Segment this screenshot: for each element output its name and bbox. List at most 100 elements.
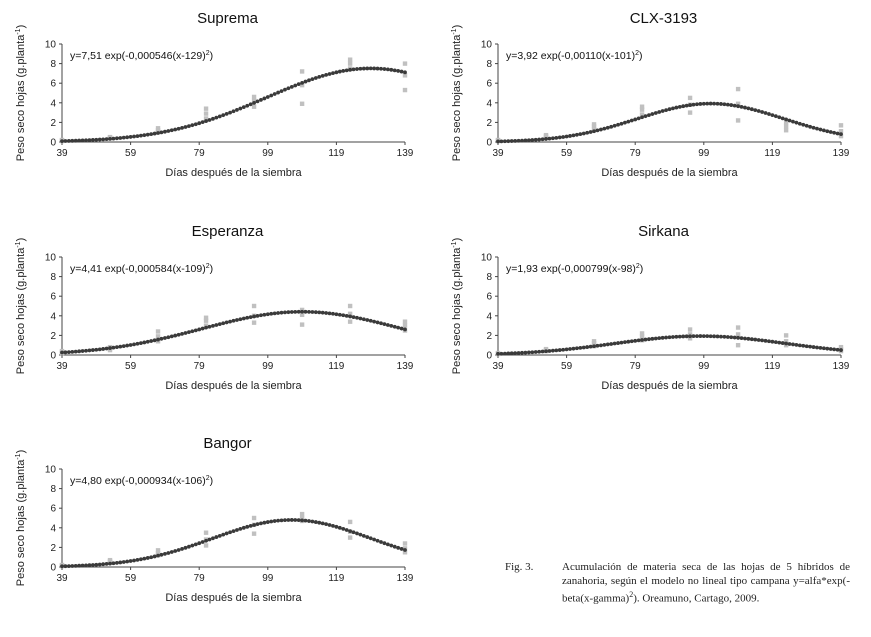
fitted-point xyxy=(224,320,229,325)
fitted-point xyxy=(190,543,195,548)
fitted-point xyxy=(581,131,586,136)
fitted-point xyxy=(180,547,184,551)
fitted-point xyxy=(204,119,208,123)
fitted-point xyxy=(169,128,174,133)
fitted-point xyxy=(324,522,329,527)
fitted-point xyxy=(681,334,686,339)
fitted-point xyxy=(214,323,219,327)
fitted-point xyxy=(688,103,692,107)
fitted-point xyxy=(399,547,404,551)
fitted-point xyxy=(187,124,191,129)
fitted-point xyxy=(595,128,600,133)
fitted-point xyxy=(101,137,106,142)
fitted-point xyxy=(87,563,92,568)
fitted-point xyxy=(650,112,655,116)
observed-point xyxy=(251,515,257,521)
fitted-point xyxy=(149,555,154,560)
fitted-point xyxy=(211,116,215,121)
x-tick-label: 99 xyxy=(262,573,274,584)
y-tick-label: 4 xyxy=(486,311,492,322)
fitted-point xyxy=(265,520,270,524)
fitted-point xyxy=(259,313,263,318)
fitted-point xyxy=(821,346,826,351)
fitted-point xyxy=(382,541,387,546)
fitted-point xyxy=(265,95,270,99)
fitted-point xyxy=(626,119,631,124)
fitted-point xyxy=(537,349,542,354)
observed-series xyxy=(59,511,408,569)
fitted-point xyxy=(166,129,171,133)
fitted-point xyxy=(499,139,504,144)
chart-title: Bangor xyxy=(203,435,251,452)
fitted-point xyxy=(674,105,679,110)
fitted-point xyxy=(609,342,614,346)
x-axis-label: Días después de la siembra xyxy=(165,380,302,392)
observed-point xyxy=(591,127,597,132)
fitted-point xyxy=(379,321,383,326)
fitted-point xyxy=(715,101,720,106)
y-tick-label: 4 xyxy=(50,523,56,534)
fitted-point xyxy=(729,103,734,107)
observed-point xyxy=(347,535,353,540)
fitted-point xyxy=(341,526,346,531)
fitted-point xyxy=(207,537,212,542)
fitted-point xyxy=(619,121,624,126)
fitted-point xyxy=(818,127,823,132)
fitted-point xyxy=(695,102,699,107)
fitted-point xyxy=(197,121,202,126)
fitted-point xyxy=(166,335,171,340)
fitted-point xyxy=(516,138,521,143)
caption-text-sup: 2 xyxy=(629,590,634,599)
fitted-point xyxy=(540,349,545,354)
observed-point xyxy=(347,303,353,309)
y-tick-label: 4 xyxy=(50,311,56,322)
fitted-point xyxy=(183,125,188,129)
observed-point xyxy=(639,334,645,339)
chart-panel-suprema: Suprema 0 2 4 6 8 10 39 59 79 99 119 139 Días después… xyxy=(0,0,430,200)
fitted-point xyxy=(595,343,600,348)
fitted-point xyxy=(193,122,198,127)
fitted-point xyxy=(804,344,809,349)
fitted-point xyxy=(303,79,308,84)
fitted-point xyxy=(832,130,837,135)
fitted-point xyxy=(602,126,607,131)
fitted-point xyxy=(159,552,164,557)
fitted-point xyxy=(557,135,562,140)
fitted-point xyxy=(643,337,648,342)
fitted-point xyxy=(73,563,78,568)
fitted-point xyxy=(207,324,212,329)
fitted-point xyxy=(506,139,511,144)
fitted-point xyxy=(561,135,566,139)
fitted-point xyxy=(138,133,143,138)
fitted-point xyxy=(749,337,754,342)
fitted-point xyxy=(169,334,174,339)
fitted-point xyxy=(176,332,181,337)
fitted-point xyxy=(135,341,140,346)
chart-panel-bangor: Bangor 0 2 4 6 8 10 39 59 79 99 119 139 Días después … xyxy=(0,425,430,625)
fitted-point xyxy=(125,559,130,564)
fitted-point xyxy=(293,309,298,314)
fitted-point xyxy=(382,67,387,71)
y-tick-label: 10 xyxy=(45,465,57,476)
fitted-point xyxy=(389,67,394,72)
y-tick-label: 6 xyxy=(50,292,56,303)
fitted-point xyxy=(70,138,75,143)
fitted-point xyxy=(701,101,706,106)
fitted-point xyxy=(138,341,143,346)
fitted-point xyxy=(520,350,524,355)
y-tick-label: 0 xyxy=(486,138,492,149)
fitted-point xyxy=(317,520,322,525)
fitted-point xyxy=(310,519,315,524)
x-tick-label: 119 xyxy=(328,148,344,159)
fitted-point xyxy=(385,67,390,72)
fitted-point xyxy=(574,132,579,137)
observed-point xyxy=(251,320,257,325)
fitted-point xyxy=(585,345,590,349)
x-tick-label: 99 xyxy=(262,148,274,159)
fitted-point xyxy=(296,82,301,87)
fitted-point xyxy=(612,123,617,128)
chart-panel-clx-3193: CLX-3193 0 2 4 6 8 10 39 59 79 99 119 139 Días despué… xyxy=(436,0,866,200)
fitted-point xyxy=(365,318,370,322)
fitted-point xyxy=(804,123,809,128)
observed-point xyxy=(107,558,113,564)
